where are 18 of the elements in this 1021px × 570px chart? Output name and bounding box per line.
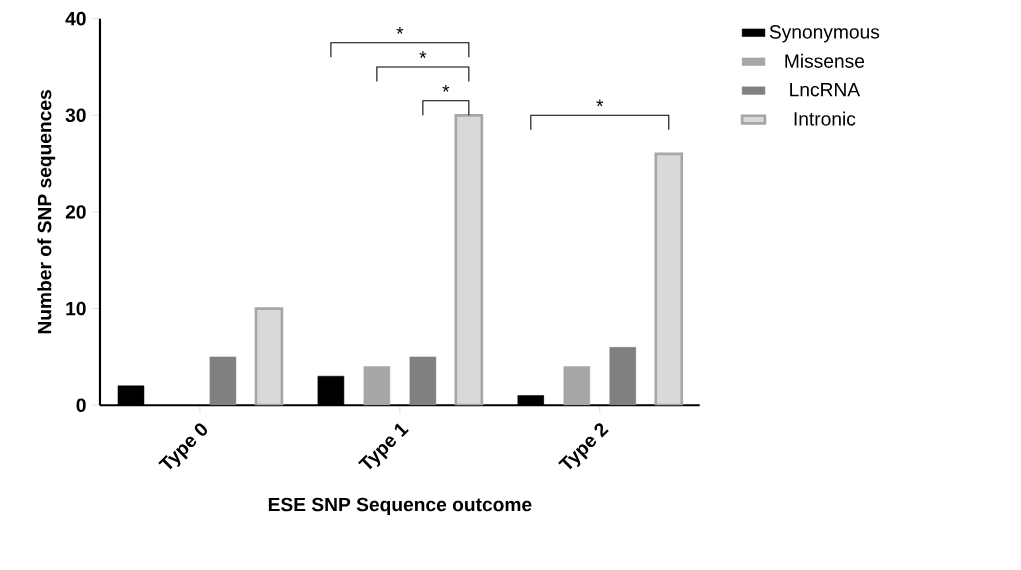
y-tick-label: 20	[65, 204, 86, 219]
annotation: *	[596, 99, 604, 106]
y-tick-label: 0	[76, 398, 86, 412]
bar	[209, 356, 237, 405]
y-axis-title: Number of SNP sequences	[37, 89, 56, 334]
annotation: *	[419, 50, 427, 58]
annotation: *	[442, 84, 450, 92]
x-axis-title: ESE SNP Sequence outcome	[268, 497, 532, 515]
legend-label: Intronic	[794, 111, 856, 126]
bar	[609, 346, 637, 405]
legend-label: LncRNA	[790, 82, 861, 97]
legend-label: Missense	[785, 53, 865, 68]
y-tick-label: 40	[65, 11, 86, 26]
y-tick-label: 10	[66, 301, 86, 316]
bar	[409, 356, 437, 405]
annotation: *	[396, 26, 404, 34]
y-tick-label: 30	[65, 108, 86, 122]
legend-label: Synonymous	[769, 24, 880, 43]
